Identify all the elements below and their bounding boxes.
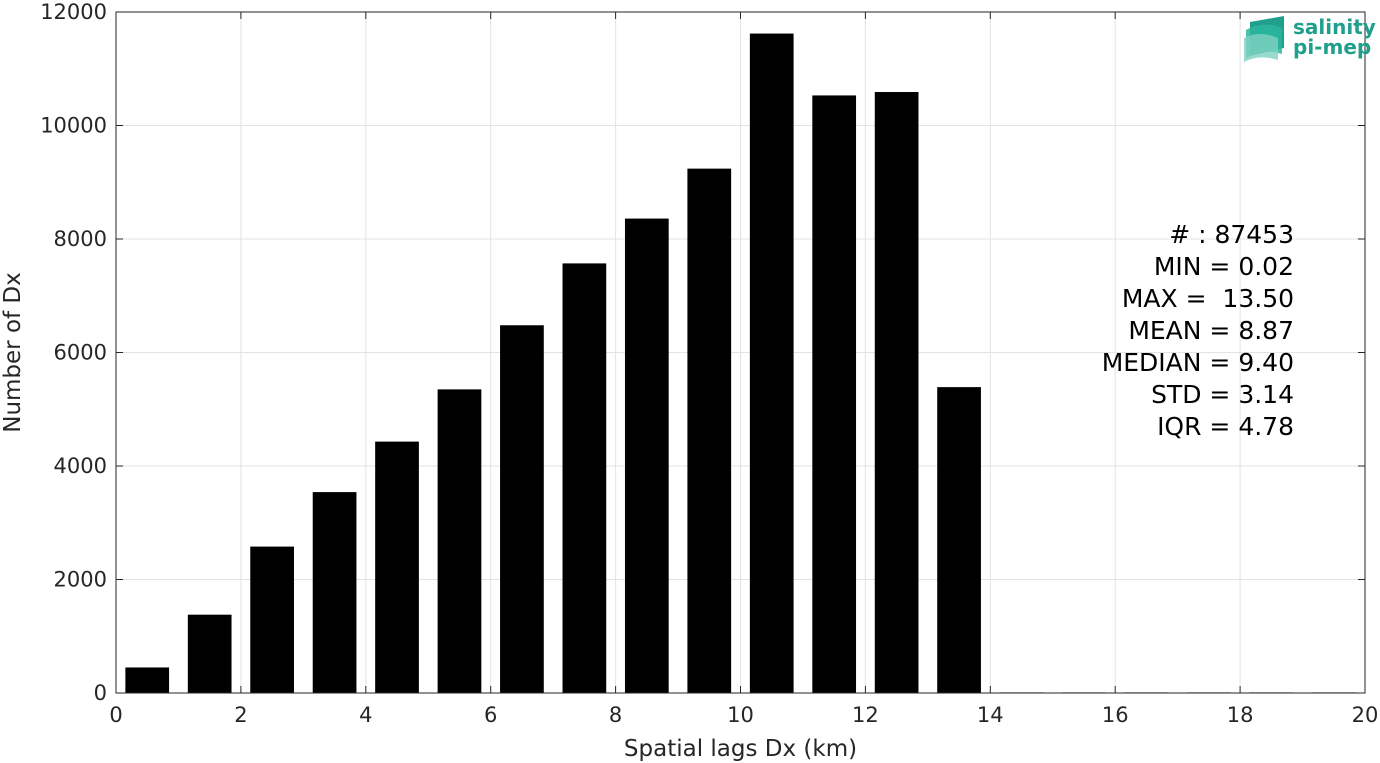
stat-line: MEDIAN = 9.40 bbox=[1102, 348, 1294, 377]
y-tick-label: 6000 bbox=[54, 341, 107, 365]
histogram-bar bbox=[187, 614, 232, 693]
x-tick-label: 8 bbox=[609, 703, 622, 727]
histogram-bar bbox=[562, 263, 607, 693]
x-axis-title: Spatial lags Dx (km) bbox=[624, 736, 857, 762]
y-tick-label: 0 bbox=[94, 681, 107, 705]
histogram-bar bbox=[437, 389, 482, 693]
histogram-bar bbox=[312, 492, 357, 693]
x-axis-ticks: 0 2 4 6 8 10 12 14 16 18 20 bbox=[109, 12, 1378, 727]
histogram-bar bbox=[937, 387, 981, 693]
x-tick-label: 16 bbox=[1102, 703, 1129, 727]
x-tick-label: 18 bbox=[1227, 703, 1254, 727]
x-tick-label: 2 bbox=[234, 703, 247, 727]
histogram-bar bbox=[749, 33, 794, 693]
y-axis-ticks: 0 2000 4000 6000 8000 10000 12000 bbox=[40, 0, 1365, 705]
stat-line: IQR = 4.78 bbox=[1157, 412, 1294, 441]
wave-layers-icon bbox=[1244, 16, 1284, 62]
x-tick-label: 12 bbox=[852, 703, 879, 727]
histogram-bar bbox=[125, 667, 170, 693]
y-axis-title: Number of Dx bbox=[0, 272, 26, 433]
x-tick-label: 10 bbox=[727, 703, 754, 727]
histogram-bar bbox=[250, 546, 294, 693]
y-tick-label: 4000 bbox=[54, 454, 107, 478]
salinity-pi-mep-logo: salinity pi-mep bbox=[1244, 15, 1376, 62]
y-tick-label: 12000 bbox=[40, 0, 107, 24]
x-tick-label: 14 bbox=[977, 703, 1004, 727]
bars bbox=[125, 33, 1356, 694]
x-tick-label: 4 bbox=[359, 703, 372, 727]
stat-line: MEAN = 8.87 bbox=[1128, 316, 1294, 345]
statistics-annotation: # : 87453 MIN = 0.02 MAX = 13.50 MEAN = 8.8… bbox=[1102, 220, 1294, 441]
histogram-bar bbox=[874, 92, 919, 693]
histogram-bar bbox=[624, 218, 669, 693]
stat-line: STD = 3.14 bbox=[1151, 380, 1294, 409]
histogram-bar bbox=[687, 168, 732, 693]
stat-line: MIN = 0.02 bbox=[1154, 252, 1294, 281]
histogram-bar bbox=[375, 441, 419, 693]
y-tick-label: 2000 bbox=[54, 568, 107, 592]
logo-text-pi-mep: pi-mep bbox=[1293, 35, 1371, 59]
x-tick-label: 6 bbox=[484, 703, 497, 727]
x-tick-label: 0 bbox=[109, 703, 122, 727]
logo-text-salinity: salinity bbox=[1293, 15, 1376, 39]
stat-line: MAX = 13.50 bbox=[1122, 284, 1294, 313]
histogram-bar bbox=[812, 95, 857, 694]
histogram-bar bbox=[500, 325, 544, 693]
y-tick-label: 10000 bbox=[40, 114, 107, 138]
y-tick-label: 8000 bbox=[54, 227, 107, 251]
x-tick-label: 20 bbox=[1352, 703, 1379, 727]
stat-line: # : 87453 bbox=[1169, 220, 1294, 249]
